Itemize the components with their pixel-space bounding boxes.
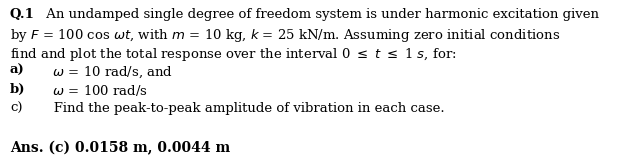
Text: find and plot the total response over the interval 0 $\leq$ $t$ $\leq$ 1 $s$, fo: find and plot the total response over th… xyxy=(10,46,457,62)
Text: c): c) xyxy=(10,102,22,115)
Text: a): a) xyxy=(10,64,25,77)
Text: An undamped single degree of freedom system is under harmonic excitation given: An undamped single degree of freedom sys… xyxy=(42,8,599,21)
Text: Find the peak-to-peak amplitude of vibration in each case.: Find the peak-to-peak amplitude of vibra… xyxy=(41,102,444,115)
Text: b): b) xyxy=(10,83,25,96)
Text: $\omega$ = 100 rad/s: $\omega$ = 100 rad/s xyxy=(44,83,148,98)
Text: $\omega$ = 10 rad/s, and: $\omega$ = 10 rad/s, and xyxy=(44,64,173,80)
Text: Ans. (c) 0.0158 m, 0.0044 m: Ans. (c) 0.0158 m, 0.0044 m xyxy=(10,141,231,155)
Text: Q.1: Q.1 xyxy=(10,8,35,21)
Text: by $F$ = 100 cos $\omega t$, with $m$ = 10 kg, $k$ = 25 kN/m. Assuming zero init: by $F$ = 100 cos $\omega t$, with $m$ = … xyxy=(10,27,561,44)
